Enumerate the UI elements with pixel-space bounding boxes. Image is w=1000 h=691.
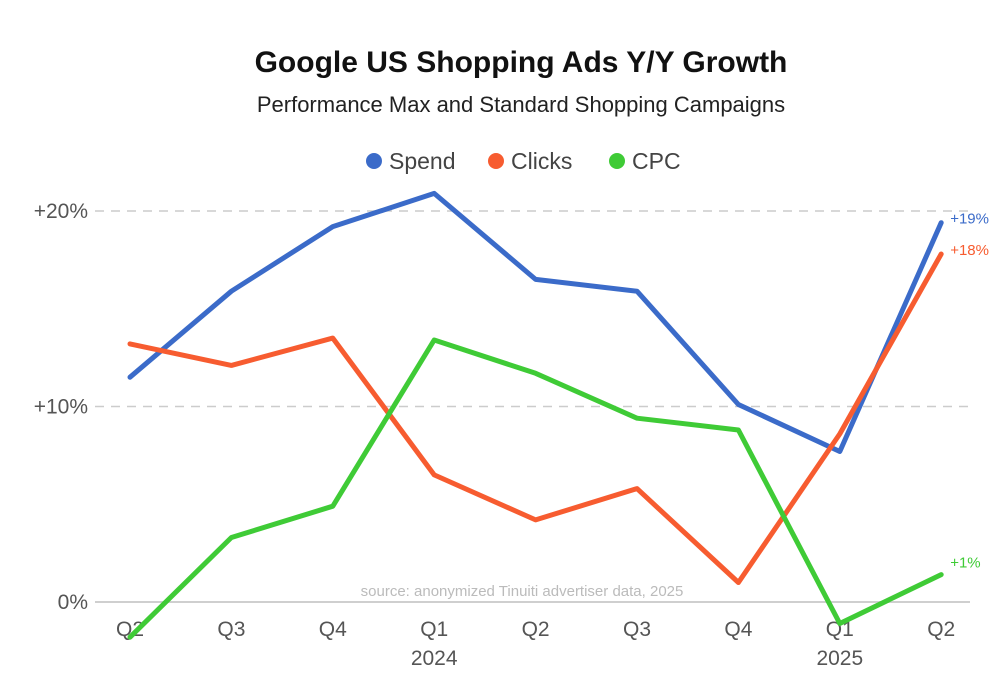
- legend-label-cpc: CPC: [632, 148, 681, 174]
- x-tick-label-3: Q1: [420, 618, 448, 641]
- series-lines: [127, 190, 944, 640]
- x-axis-ticks: Q2 Q3 Q4 Q1 Q2 Q3 Q4 Q1 Q2 2024 2025: [116, 618, 955, 670]
- legend-marker-cpc: [609, 153, 625, 169]
- x-tick-label-8: Q2: [927, 618, 955, 641]
- x-tick-label-5: Q3: [623, 618, 651, 641]
- x-tick-label-6: Q4: [724, 618, 752, 641]
- legend-marker-spend: [366, 153, 382, 169]
- end-label-clicks: +18%: [950, 242, 989, 259]
- year-label-1: 2025: [816, 647, 863, 670]
- chart-title: Google US Shopping Ads Y/Y Growth: [255, 46, 788, 79]
- legend: Spend Clicks CPC: [366, 148, 681, 174]
- legend-item-clicks: Clicks: [488, 148, 572, 174]
- year-label-0: 2024: [411, 647, 458, 670]
- legend-marker-clicks: [488, 153, 504, 169]
- legend-label-clicks: Clicks: [511, 148, 572, 174]
- gridlines: [95, 210, 970, 603]
- x-tick-label-4: Q2: [522, 618, 550, 641]
- y-axis-ticks: 0% +10% +20%: [34, 200, 88, 614]
- legend-item-cpc: CPC: [609, 148, 681, 174]
- x-tick-label-2: Q4: [319, 618, 347, 641]
- series-line-cpc: [127, 337, 944, 640]
- end-labels: +19% +18% +1%: [950, 211, 989, 572]
- x-tick-label-1: Q3: [217, 618, 245, 641]
- series-line-clicks: [127, 251, 944, 585]
- source-note: source: anonymized Tinuiti advertiser da…: [361, 583, 684, 600]
- legend-label-spend: Spend: [389, 148, 456, 174]
- y-tick-label-2: +20%: [34, 200, 88, 223]
- x-tick-label-7: Q1: [826, 618, 854, 641]
- series-line-spend: [127, 190, 944, 454]
- end-label-cpc: +1%: [950, 555, 980, 572]
- x-tick-label-0: Q2: [116, 618, 144, 641]
- end-label-spend: +19%: [950, 211, 989, 228]
- y-tick-label-0: 0%: [58, 591, 88, 614]
- legend-item-spend: Spend: [366, 148, 456, 174]
- y-tick-label-1: +10%: [34, 396, 88, 419]
- chart-subtitle: Performance Max and Standard Shopping Ca…: [257, 92, 785, 117]
